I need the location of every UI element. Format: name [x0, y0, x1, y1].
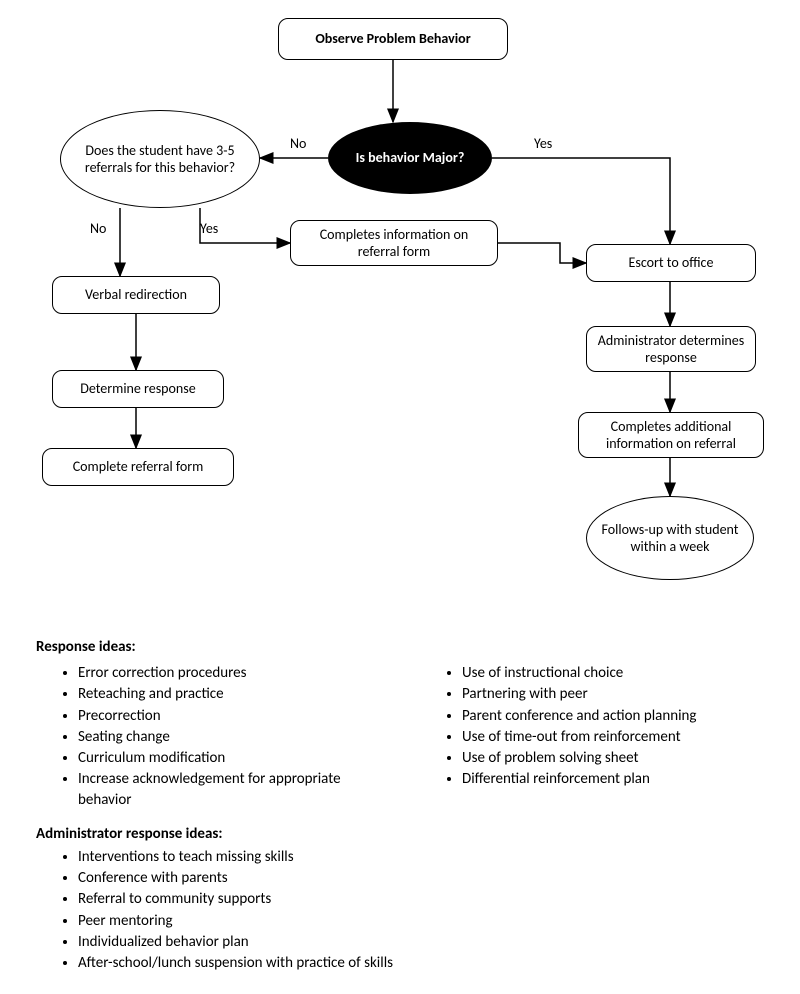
- list-item: Differential reinforcement plan: [462, 769, 764, 789]
- list-item: Reteaching and practice: [78, 684, 380, 704]
- list-item: Error correction procedures: [78, 663, 380, 683]
- list-item: Seating change: [78, 727, 380, 747]
- node-observe: Observe Problem Behavior: [278, 18, 508, 60]
- node-determine: Determine response: [52, 370, 224, 408]
- edge-label: Yes: [200, 220, 218, 237]
- edge-label: No: [290, 135, 306, 152]
- edge-label: Yes: [534, 135, 552, 152]
- node-escort: Escort to office: [586, 244, 756, 282]
- response-ideas-columns: Error correction proceduresReteaching an…: [36, 660, 764, 811]
- list-item: Use of instructional choice: [462, 663, 764, 683]
- list-item: Peer mentoring: [78, 911, 764, 931]
- list-item: Partnering with peer: [462, 684, 764, 704]
- node-completeAdd: Completes additional information on refe…: [578, 412, 764, 458]
- list-item: Precorrection: [78, 706, 380, 726]
- list-item: Use of time-out from reinforcement: [462, 727, 764, 747]
- node-has35: Does the student have 3-5 referrals for …: [60, 110, 260, 208]
- node-verbal: Verbal redirection: [52, 276, 220, 314]
- node-follows: Follows-up with student within a week: [586, 496, 754, 580]
- admin-ideas-title: Administrator response ideas:: [36, 825, 764, 843]
- admin-ideas-list: Interventions to teach missing skillsCon…: [36, 847, 764, 974]
- lists-section: Response ideas: Error correction procedu…: [0, 620, 800, 994]
- node-completeRef: Complete referral form: [42, 448, 234, 486]
- response-ideas-title: Response ideas:: [36, 638, 764, 656]
- response-ideas-col2: Use of instructional choicePartnering wi…: [420, 662, 764, 811]
- flowchart-canvas: Observe Problem Behavior Is behavior Majo…: [0, 0, 800, 620]
- edge-label: No: [90, 220, 106, 237]
- node-admin: Administrator determines response: [586, 326, 756, 372]
- list-item: After-school/lunch suspension with pract…: [78, 953, 764, 973]
- list-item: Increase acknowledgement for appropriate…: [78, 769, 380, 810]
- node-isMajor: Is behavior Major?: [328, 122, 492, 194]
- list-item: Parent conference and action planning: [462, 706, 764, 726]
- response-ideas-col1: Error correction proceduresReteaching an…: [36, 662, 380, 811]
- list-item: Interventions to teach missing skills: [78, 847, 764, 867]
- list-item: Use of problem solving sheet: [462, 748, 764, 768]
- list-item: Conference with parents: [78, 868, 764, 888]
- list-item: Curriculum modification: [78, 748, 380, 768]
- list-item: Referral to community supports: [78, 889, 764, 909]
- list-item: Individualized behavior plan: [78, 932, 764, 952]
- node-refForm: Completes information on referral form: [290, 220, 498, 266]
